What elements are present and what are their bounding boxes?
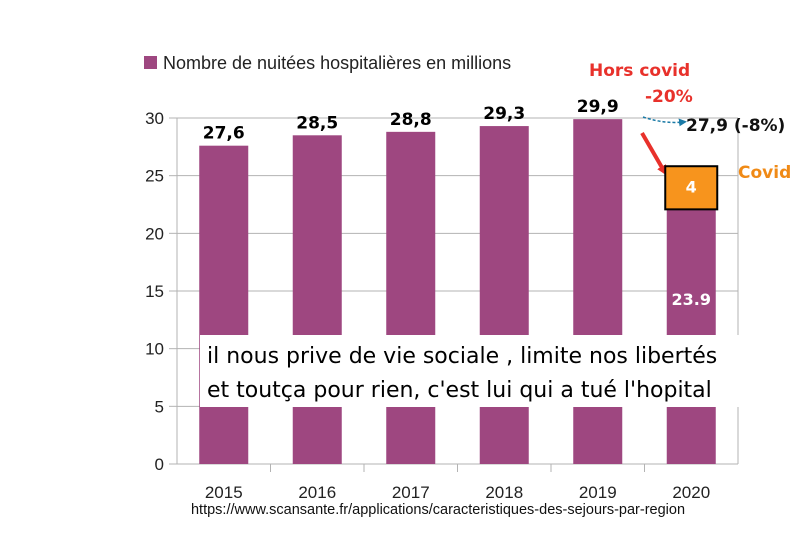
- bar-2015: [199, 145, 249, 464]
- percent-drop-label: -20%: [645, 87, 693, 107]
- covid-box: [664, 165, 719, 211]
- caption-line-2: et toutça pour rien, c'est lui qui a tué…: [207, 378, 712, 403]
- legend-label: Nombre de nuitées hospitalières en milli…: [163, 53, 511, 73]
- bar-2019: [573, 119, 623, 465]
- grid-lines: [169, 117, 739, 472]
- projection-arrow: [642, 116, 687, 127]
- data-label: 27,6: [203, 124, 245, 144]
- legend-swatch: [144, 56, 157, 69]
- bar-2018: [479, 126, 529, 464]
- bar-2017: [386, 131, 436, 464]
- data-label: 29,3: [483, 104, 525, 124]
- source-url: https://www.scansante.fr/applications/ca…: [191, 502, 685, 518]
- y-tick-label: 30: [145, 109, 164, 128]
- y-tick-label: 10: [145, 340, 164, 359]
- y-axis: 0 5 10 15 20 25 30: [145, 109, 164, 474]
- x-tick-label: 2019: [579, 483, 617, 502]
- data-labels: 27,6 28,5 28,8 29,3 29,9 23.9: [203, 97, 711, 309]
- data-label: 29,9: [577, 97, 619, 117]
- drop-arrow: [640, 131, 667, 176]
- y-tick-label: 20: [145, 224, 164, 243]
- y-tick-label: 25: [145, 167, 164, 186]
- x-tick-label: 2016: [298, 483, 336, 502]
- data-label: 28,5: [296, 113, 338, 133]
- hors-covid-label: Hors covid: [589, 61, 690, 81]
- data-label: 23.9: [672, 290, 711, 309]
- bar-2020: [666, 188, 716, 464]
- x-tick-label: 2017: [392, 483, 430, 502]
- caption-line-1: il nous prive de vie sociale , limite no…: [207, 344, 718, 369]
- y-tick-label: 0: [155, 455, 164, 474]
- y-tick-label: 5: [155, 397, 164, 416]
- covid-box-value: 4: [686, 177, 697, 196]
- x-tick-label: 2018: [485, 483, 523, 502]
- bars: [199, 119, 716, 465]
- caption-overlay: il nous prive de vie sociale , limite no…: [200, 335, 800, 407]
- x-axis: 2015 2016 2017 2018 2019 2020: [205, 483, 710, 502]
- bar-2016: [292, 135, 342, 465]
- x-tick-label: 2020: [672, 483, 710, 502]
- x-tick-label: 2015: [205, 483, 243, 502]
- projection-label: 27,9 (-8%): [686, 116, 785, 136]
- y-tick-label: 15: [145, 282, 164, 301]
- covid-label: Covid: [738, 163, 791, 183]
- data-label: 28,8: [390, 110, 432, 130]
